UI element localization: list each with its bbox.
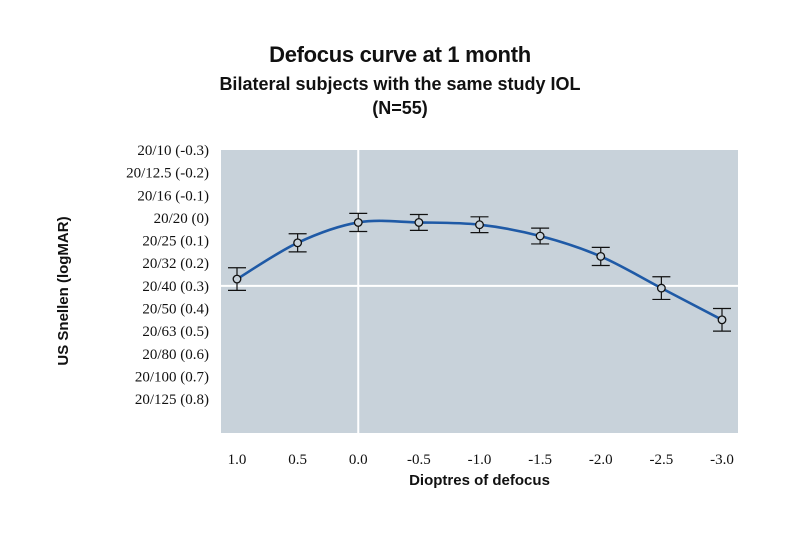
x-tick-label-3: -0.5: [407, 452, 431, 468]
y-axis-title: US Snellen (logMAR): [55, 216, 72, 365]
x-tick-label-5: -1.5: [528, 452, 552, 468]
y-tick-label-0: 20/10 (-0.3): [137, 143, 209, 159]
marker-4: [475, 220, 484, 230]
plot-area: [221, 150, 738, 433]
marker-0: [232, 274, 242, 284]
marker-8: [717, 315, 727, 325]
y-tick-label-1: 20/12.5 (-0.2): [126, 166, 209, 182]
y-tick-label-8: 20/63 (0.5): [142, 324, 209, 340]
y-tick-label-6: 20/40 (0.3): [142, 279, 209, 295]
x-tick-label-6: -2.0: [589, 452, 613, 468]
x-tick-label-8: -3.0: [710, 452, 734, 468]
data-point-7: [652, 276, 671, 301]
y-axis-ticks: 20/10 (-0.3) 20/12.5 (-0.2) 20/16 (-0.1) 20…: [126, 143, 209, 408]
y-tick-label-2: 20/16 (-0.1): [137, 188, 209, 204]
x-tick-label-0: 1.0: [228, 452, 247, 468]
y-tick-label-7: 20/50 (0.4): [142, 301, 209, 317]
y-tick-label-4: 20/25 (0.1): [142, 234, 209, 250]
y-tick-label-10: 20/100 (0.7): [135, 369, 209, 385]
data-point-1: [288, 233, 307, 253]
x-tick-label-2: 0.0: [349, 452, 368, 468]
data-point-6: [591, 246, 610, 267]
x-axis-ticks: 1.0 0.5 0.0 -0.5 -1.0 -1.5 -2.0 -2.5 -3.0: [228, 452, 734, 468]
y-tick-label-3: 20/20 (0): [154, 211, 209, 227]
chart-title: Defocus curve at 1 month: [269, 42, 531, 67]
chart-sample-size: (N=55): [372, 98, 428, 118]
data-point-3: [409, 213, 428, 231]
y-tick-label-5: 20/32 (0.2): [142, 256, 209, 272]
y-tick-label-9: 20/80 (0.6): [142, 347, 209, 363]
x-tick-label-7: -2.5: [650, 452, 674, 468]
data-point-2: [349, 212, 368, 233]
x-tick-label-1: 0.5: [288, 452, 307, 468]
data-point-4: [470, 216, 489, 234]
marker-3: [414, 217, 424, 227]
chart-subtitle: Bilateral subjects with the same study I…: [219, 74, 581, 94]
marker-1: [293, 238, 303, 248]
data-point-5: [531, 227, 550, 245]
x-axis-title: Dioptres of defocus: [409, 472, 550, 489]
marker-5: [535, 231, 545, 241]
marker-7: [656, 283, 666, 293]
data-points: [228, 212, 731, 332]
data-point-0: [228, 267, 246, 291]
marker-6: [596, 251, 606, 261]
x-tick-label-4: -1.0: [468, 452, 492, 468]
data-point-8: [713, 307, 731, 332]
y-tick-label-11: 20/125 (0.8): [135, 392, 209, 408]
marker-2: [353, 217, 363, 227]
